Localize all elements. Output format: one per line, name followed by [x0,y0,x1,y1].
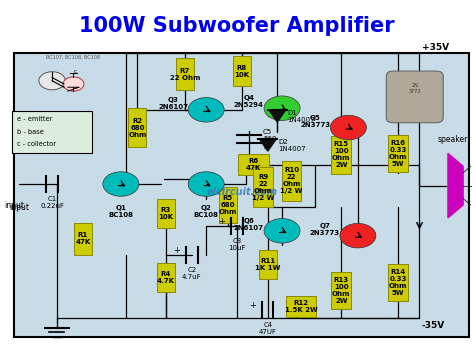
Bar [388,264,408,301]
Bar [238,154,269,175]
Text: R2
680
Ohm: R2 680 Ohm [128,118,146,137]
Text: e: e [73,87,77,92]
FancyBboxPatch shape [386,71,443,123]
Text: speaker: speaker [438,135,468,144]
Polygon shape [269,110,286,122]
Text: R1
47K: R1 47K [75,232,91,245]
Text: -35V: -35V [422,321,445,330]
Circle shape [39,72,65,90]
Text: R16
0.33
Ohm
5W: R16 0.33 Ohm 5W [389,140,407,167]
Text: R3
10K: R3 10K [158,206,173,220]
Text: D1
1N4007: D1 1N4007 [288,110,315,123]
Bar [128,108,146,147]
Text: C2
4.7uF: C2 4.7uF [182,267,202,280]
Text: R12
1.5K 2W: R12 1.5K 2W [284,300,318,313]
Bar [219,187,237,223]
Text: Q1
BC108: Q1 BC108 [109,205,133,218]
Text: R4
4.7K: R4 4.7K [157,271,175,284]
Text: R15
100
Ohm
2W: R15 100 Ohm 2W [332,142,350,169]
Text: Q2
BC108: Q2 BC108 [194,205,219,218]
Text: b - base: b - base [17,128,44,135]
Circle shape [264,219,300,243]
Text: Q4
2N5294: Q4 2N5294 [234,95,264,108]
Bar [331,136,351,174]
Text: R14
0.33
Ohm
5W: R14 0.33 Ohm 5W [389,269,407,296]
Polygon shape [259,139,276,151]
Text: R8
10K: R8 10K [234,65,249,78]
Circle shape [330,115,366,140]
Bar [157,198,175,228]
Text: input: input [9,203,29,212]
Circle shape [188,172,224,196]
Text: C4
47UF: C4 47UF [259,322,277,335]
Text: +: + [173,246,180,255]
Text: c - collector: c - collector [17,141,55,147]
Text: BC107, BC108, BC108: BC107, BC108, BC108 [46,55,100,60]
Text: c: c [73,69,76,74]
Text: 100W Subwoofer Amplifier: 100W Subwoofer Amplifier [79,16,395,36]
Text: R6
47K: R6 47K [246,158,261,171]
Bar [176,58,194,91]
Bar [285,296,316,317]
Text: Q6
2N6107: Q6 2N6107 [234,218,264,231]
Text: +35V: +35V [422,43,449,52]
Bar [233,56,251,86]
Text: C3
10uF: C3 10uF [228,238,246,251]
Circle shape [63,77,84,91]
Text: Q5
2N3773: Q5 2N3773 [300,115,330,128]
Bar [74,223,92,255]
Bar [253,167,273,208]
Text: R10
22
Ohm
1/2 W: R10 22 Ohm 1/2 W [280,167,303,194]
Bar [157,263,175,292]
Bar [259,250,277,279]
Polygon shape [448,153,463,218]
Text: R5
680
Ohm: R5 680 Ohm [219,195,237,215]
Text: R9
22
Ohm
1/2 W: R9 22 Ohm 1/2 W [252,174,274,201]
Bar [12,111,92,153]
Bar [331,272,351,309]
Text: +: + [218,217,225,226]
Text: R13
100
Ohm
2W: R13 100 Ohm 2W [332,277,350,304]
Circle shape [188,98,224,122]
Text: Q7
2N3773: Q7 2N3773 [310,223,340,236]
Text: C1
0.22uF: C1 0.22uF [40,196,64,209]
Text: elcircuit.com: elcircuit.com [206,187,277,197]
Text: 2N
3773: 2N 3773 [409,83,421,94]
Text: Q3
2N6107: Q3 2N6107 [158,97,188,110]
Circle shape [103,172,139,196]
Text: input: input [5,201,25,210]
Bar [282,161,301,201]
Bar [14,53,469,337]
Text: C5
560
pF: C5 560 pF [263,129,276,149]
Text: R7
22 Ohm: R7 22 Ohm [170,68,200,81]
Bar [388,135,408,172]
Circle shape [264,96,300,120]
Circle shape [340,223,376,248]
Text: +: + [249,301,256,310]
Text: D2
1N4007: D2 1N4007 [278,139,306,152]
Text: R11
1K 1W: R11 1K 1W [255,258,281,271]
Text: e - emitter: e - emitter [17,116,52,122]
Text: b: b [73,80,77,85]
